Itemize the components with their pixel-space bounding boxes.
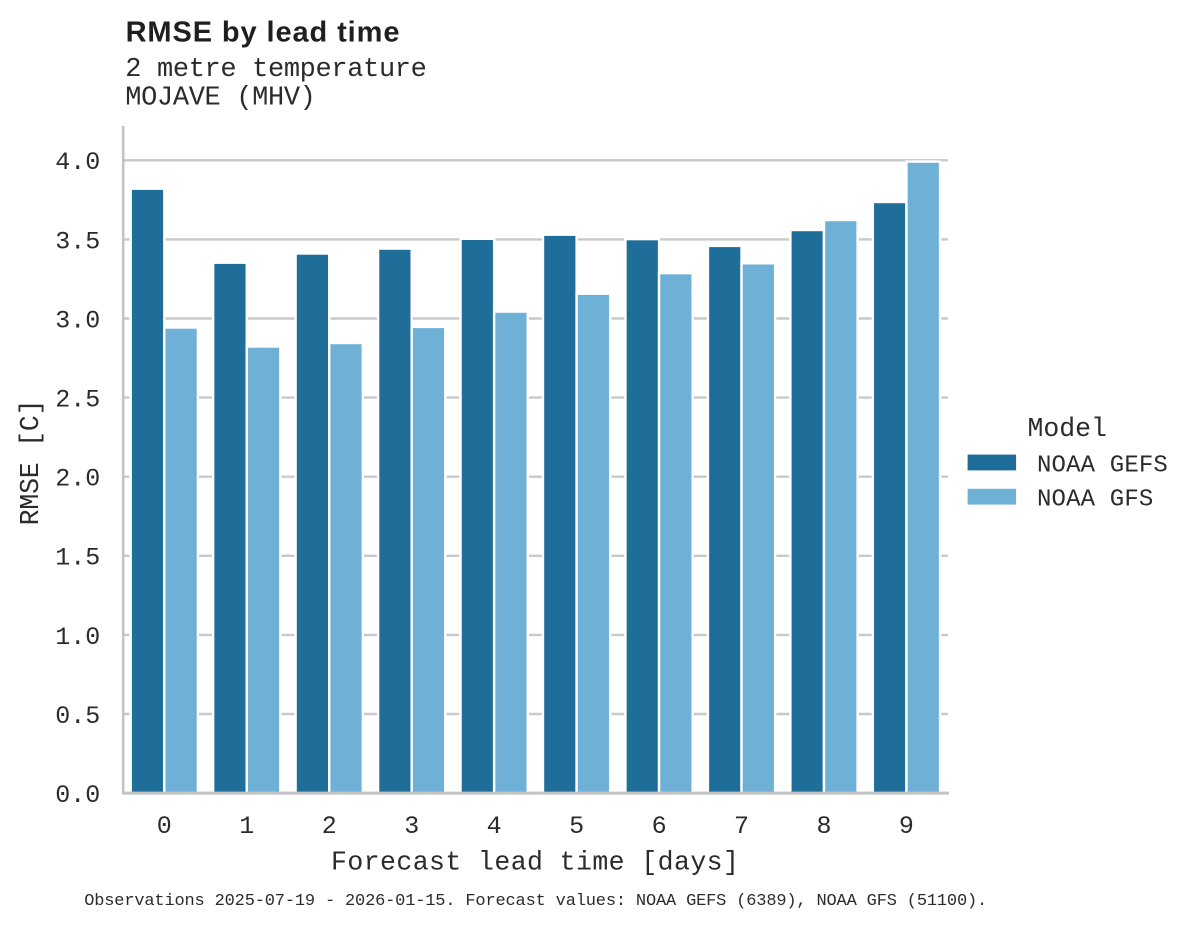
svg-text:RMSE by lead time: RMSE by lead time (126, 17, 401, 49)
svg-text:1.0: 1.0 (55, 623, 100, 652)
svg-text:2.0: 2.0 (55, 465, 100, 494)
svg-text:1: 1 (239, 812, 254, 841)
svg-text:4.0: 4.0 (55, 148, 100, 177)
svg-text:0.0: 0.0 (55, 781, 100, 810)
svg-text:Observations 2025-07-19 - 2026: Observations 2025-07-19 - 2026-01-15. Fo… (84, 892, 987, 911)
svg-text:RMSE [C]: RMSE [C] (16, 400, 46, 526)
svg-text:3.5: 3.5 (55, 227, 100, 256)
svg-text:0.5: 0.5 (55, 702, 100, 731)
svg-text:9: 9 (899, 812, 914, 841)
svg-text:2: 2 (322, 812, 337, 841)
svg-text:Model: Model (1027, 414, 1107, 444)
svg-text:7: 7 (734, 812, 749, 841)
svg-text:2 metre temperature: 2 metre temperature (125, 55, 426, 85)
svg-text:1.5: 1.5 (55, 544, 100, 573)
svg-text:0: 0 (157, 812, 172, 841)
svg-text:NOAA GEFS: NOAA GEFS (1037, 452, 1168, 479)
svg-text:4: 4 (487, 812, 502, 841)
svg-text:5: 5 (569, 812, 584, 841)
svg-text:Forecast lead time [days]: Forecast lead time [days] (331, 847, 739, 877)
svg-text:MOJAVE (MHV): MOJAVE (MHV) (125, 83, 315, 113)
svg-text:6: 6 (652, 812, 667, 841)
svg-text:3.0: 3.0 (55, 306, 100, 335)
svg-text:8: 8 (816, 812, 831, 841)
svg-text:3: 3 (404, 812, 419, 841)
svg-text:NOAA GFS: NOAA GFS (1037, 487, 1153, 514)
svg-text:2.5: 2.5 (55, 386, 100, 415)
